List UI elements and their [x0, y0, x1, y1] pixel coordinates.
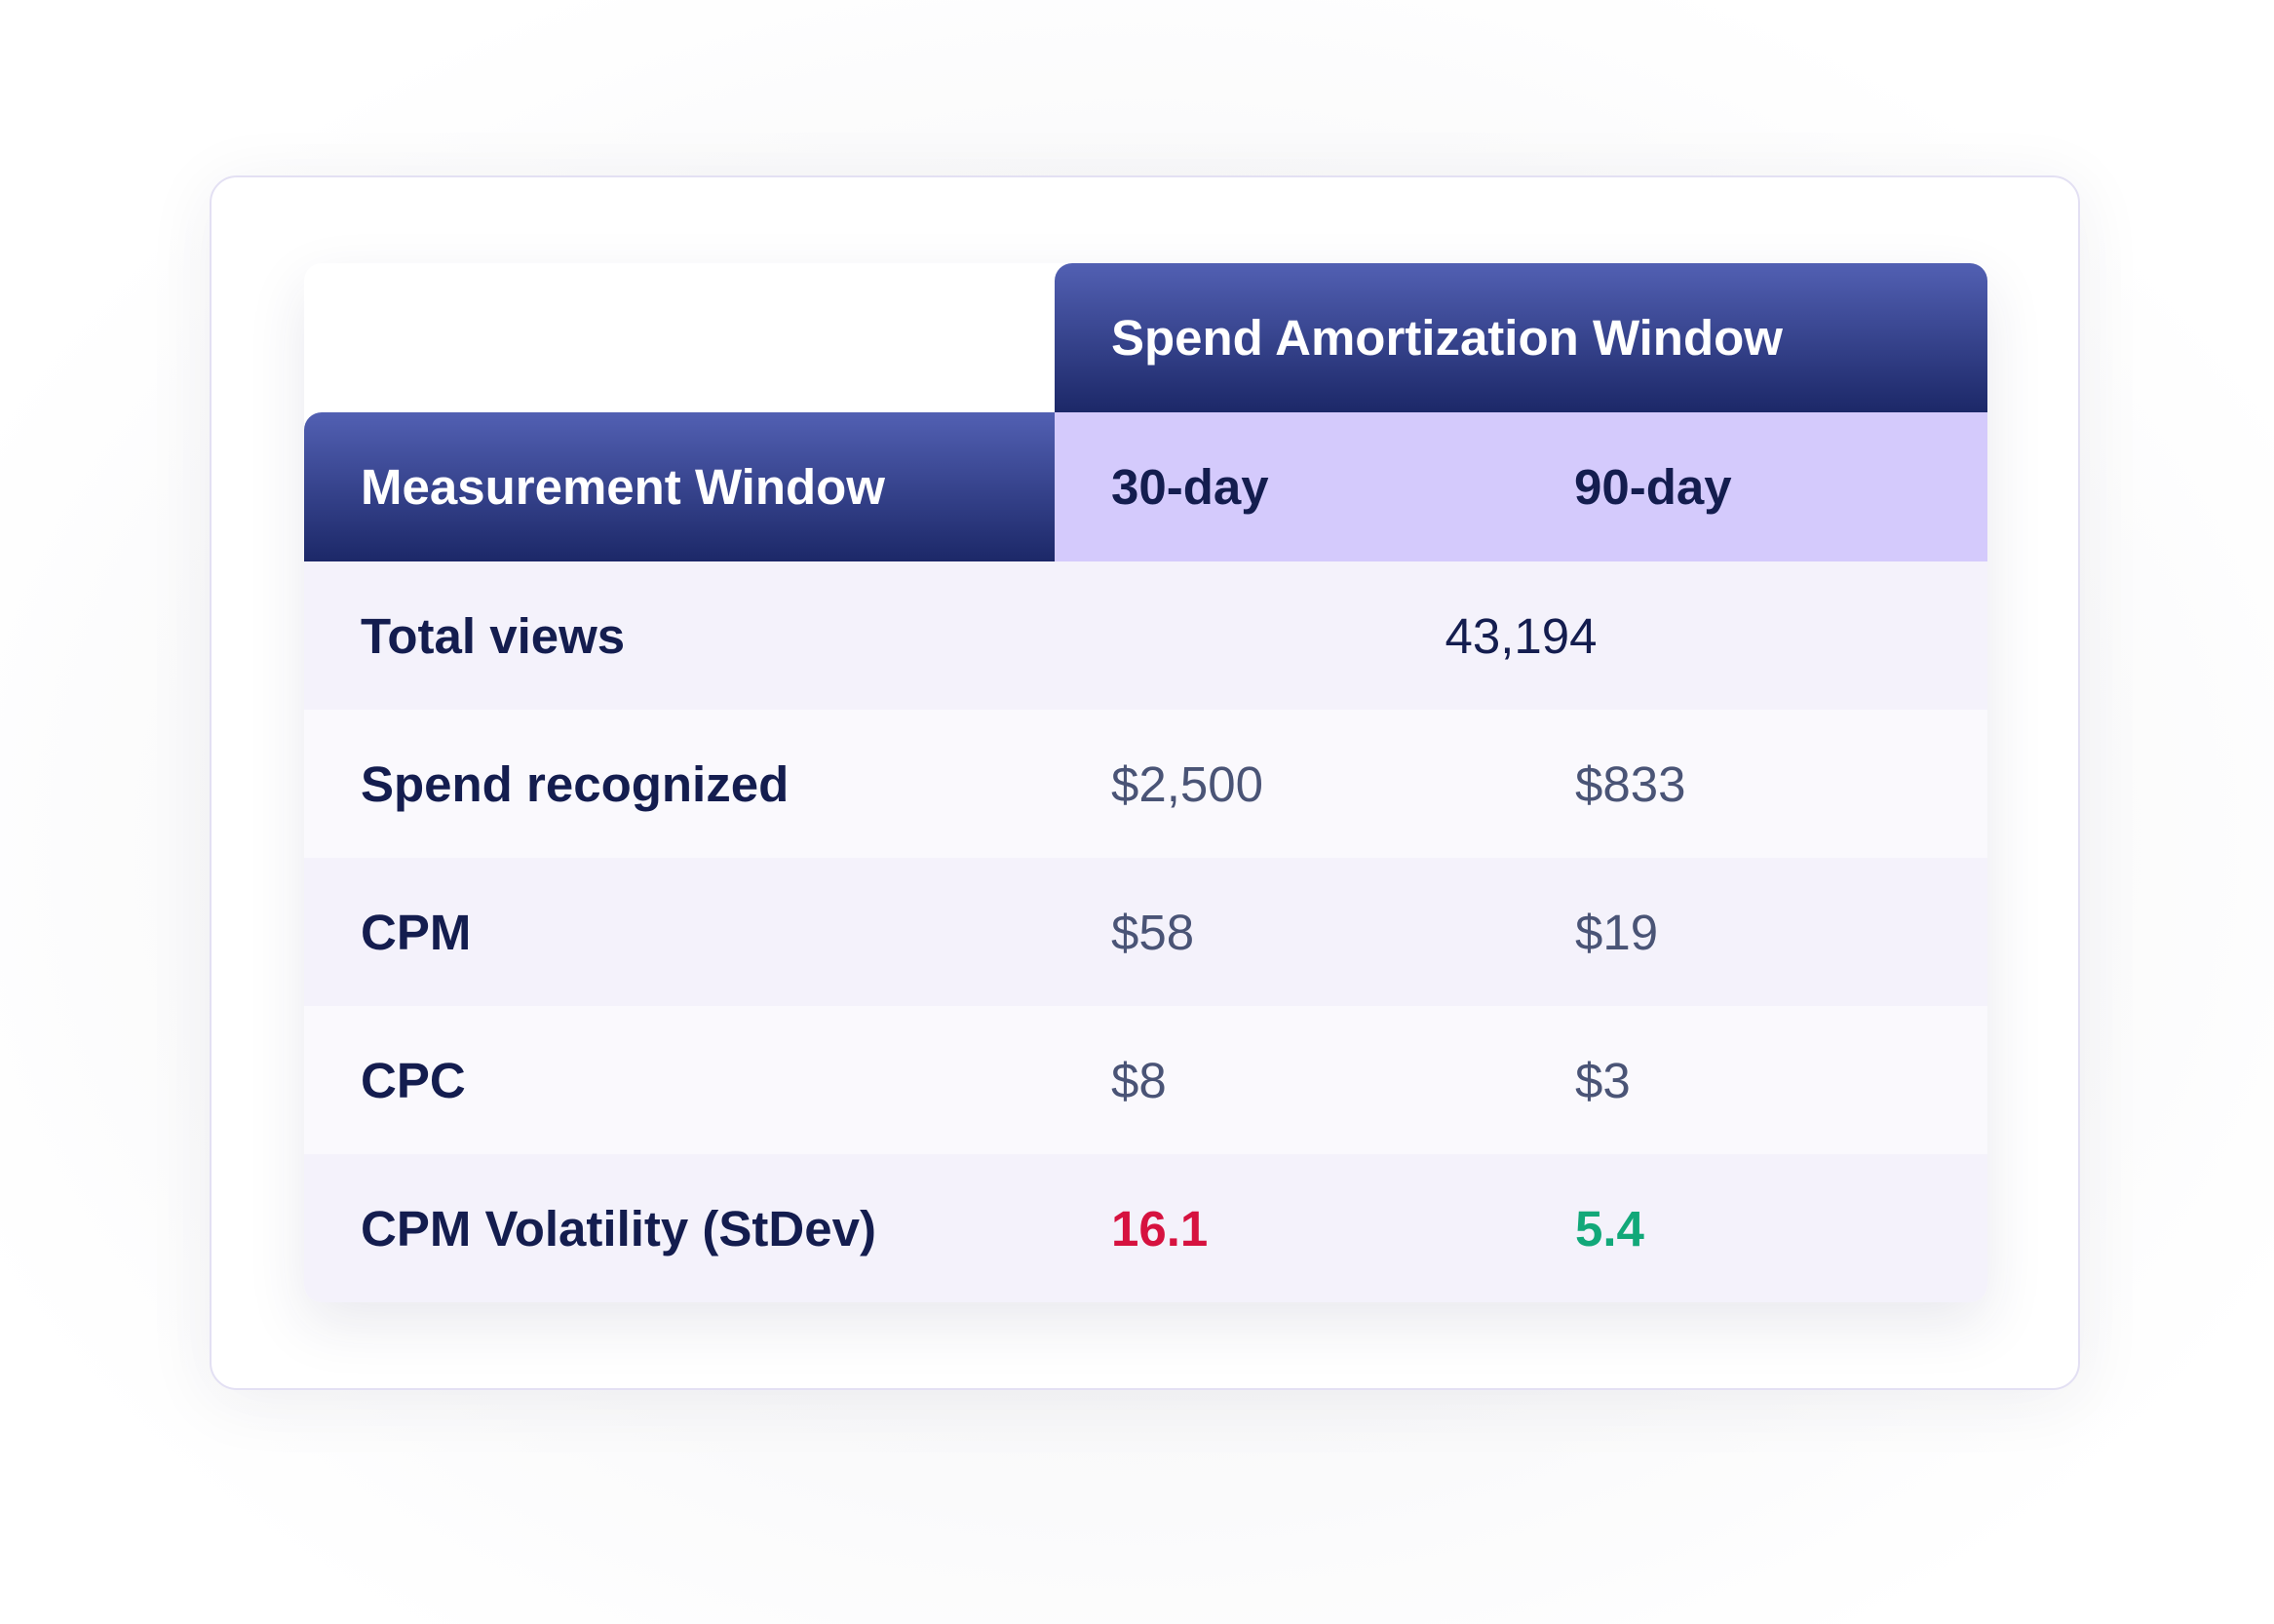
table-row-cpm-volatility: CPM Volatility (StDev) 16.1 5.4 [304, 1154, 1987, 1302]
column-header-30-day: 30-day [1055, 412, 1520, 561]
cpc-30-day: $8 [1111, 1052, 1167, 1108]
table-row-cpc: CPC $8 $3 [304, 1006, 1987, 1154]
row-label: CPM Volatility (StDev) [361, 1200, 876, 1257]
spend-recognized-90-day: $833 [1575, 755, 1686, 812]
spend-recognized-30-day: $2,500 [1111, 755, 1263, 812]
cpc-90-day: $3 [1575, 1052, 1631, 1108]
cpm-30-day: $58 [1111, 904, 1195, 960]
row-label: Total views [361, 607, 626, 664]
cpm-volatility-30-day: 16.1 [1111, 1200, 1209, 1257]
column-header-90-day: 90-day [1520, 412, 1987, 561]
cpm-90-day: $19 [1575, 904, 1659, 960]
cpm-volatility-90-day: 5.4 [1575, 1200, 1644, 1257]
comparison-table: Spend Amortization Window Measurement Wi… [304, 263, 1987, 1302]
table-row-cpm: CPM $58 $19 [304, 858, 1987, 1006]
row-label: Spend recognized [361, 755, 790, 812]
total-views-value: 43,194 [1445, 607, 1598, 664]
row-label: CPC [361, 1052, 466, 1108]
spend-amortization-window-header: Spend Amortization Window [1055, 263, 1987, 412]
table-row-spend-recognized: Spend recognized $2,500 $833 [304, 710, 1987, 858]
table-row-total-views: Total views 43,194 [304, 561, 1987, 710]
row-label: CPM [361, 904, 472, 960]
measurement-window-header: Measurement Window [304, 412, 1055, 561]
